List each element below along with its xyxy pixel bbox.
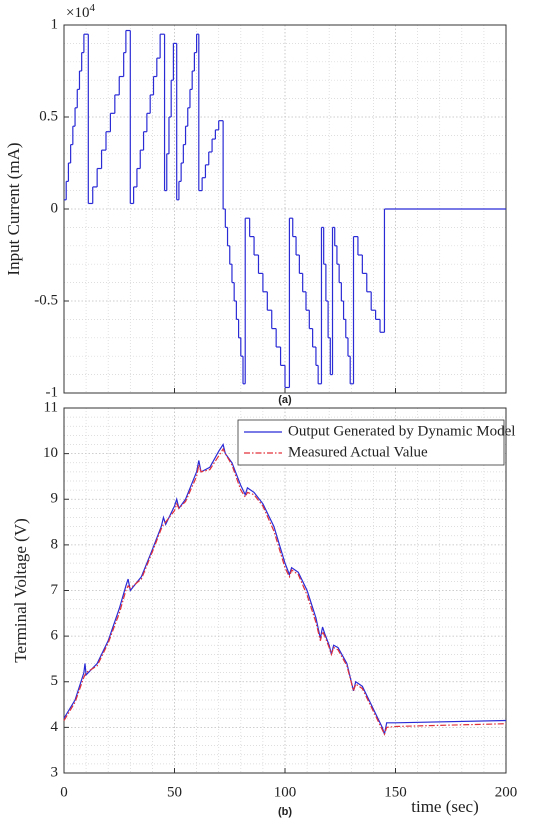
y-tick-label: 5 xyxy=(51,673,59,689)
subplot-label: (a) xyxy=(278,394,292,406)
y-tick-label: 11 xyxy=(44,399,58,415)
y-tick-label: 3 xyxy=(51,764,59,780)
y-tick-label: 7 xyxy=(51,582,59,598)
y-tick-label: 8 xyxy=(51,536,59,552)
x-tick-label: 100 xyxy=(274,784,297,800)
multiplier-power: 4 xyxy=(89,2,95,14)
y-axis-label: Input Current (mA) xyxy=(4,142,23,275)
multiplier-base: ×10 xyxy=(66,5,89,21)
x-tick-label: 50 xyxy=(167,784,182,800)
x-tick-label: 0 xyxy=(60,784,68,800)
legend-box xyxy=(237,419,505,466)
series-line xyxy=(63,447,507,736)
y-tick-label: 4 xyxy=(51,719,59,735)
axis-multiplier: ×104 xyxy=(66,2,95,22)
series-line xyxy=(63,443,507,735)
legend-label: Output Generated by Dynamic Model xyxy=(288,423,515,439)
x-tick-label: 200 xyxy=(495,784,518,800)
y-tick-label: -0.5 xyxy=(34,292,58,308)
axes-frame xyxy=(63,407,507,774)
y-tick-label: 0 xyxy=(51,200,59,216)
x-tick-label: 150 xyxy=(384,784,407,800)
y-tick-label: 6 xyxy=(51,628,59,644)
legend-label: Measured Actual Value xyxy=(288,444,428,460)
y-tick-label: 0.5 xyxy=(39,108,58,124)
y-tick-label: 1 xyxy=(51,16,59,32)
y-axis-label: Terminal Voltage (V) xyxy=(11,518,30,663)
y-tick-label: 9 xyxy=(51,491,59,507)
x-axis-label: time (sec) xyxy=(411,797,479,816)
y-tick-label: 10 xyxy=(43,445,58,461)
y-tick-label: -1 xyxy=(46,384,59,400)
subplot-label: (b) xyxy=(278,806,292,818)
